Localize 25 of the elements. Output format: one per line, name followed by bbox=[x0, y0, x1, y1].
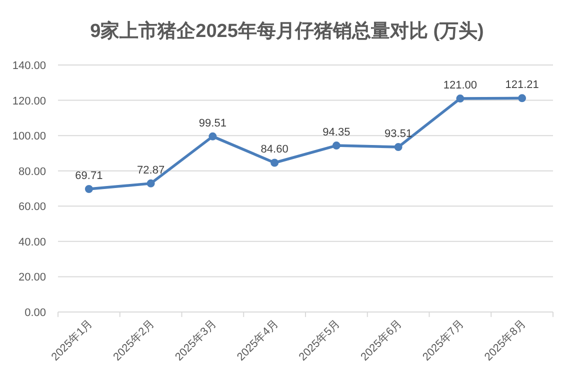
point bbox=[332, 142, 340, 150]
data-label: 93.51 bbox=[384, 128, 412, 140]
y-tick-label: 80.00 bbox=[18, 166, 46, 178]
point bbox=[84, 185, 93, 194]
point bbox=[394, 143, 402, 152]
y-tick-label: 60.00 bbox=[18, 201, 46, 214]
y-tick-label: 100.00 bbox=[12, 130, 46, 143]
y-tick-label: 120.00 bbox=[12, 95, 46, 108]
y-tick-label: 0.00 bbox=[24, 307, 46, 319]
data-label: 121.00 bbox=[443, 80, 478, 92]
point bbox=[518, 94, 526, 102]
data-label: 121.21 bbox=[505, 79, 539, 92]
y-tick-label: 20.00 bbox=[18, 272, 46, 284]
point bbox=[456, 94, 464, 103]
data-label: 72.87 bbox=[137, 164, 165, 176]
point bbox=[208, 132, 217, 140]
data-label: 84.60 bbox=[260, 144, 288, 156]
point bbox=[270, 158, 279, 167]
data-label: 99.51 bbox=[198, 117, 226, 130]
chart-title: 9家上市猪企2025年每月仔猪销总量对比 (万头) bbox=[90, 20, 484, 42]
y-tick-label: 140.00 bbox=[12, 60, 46, 72]
y-tick-label: 40.00 bbox=[18, 236, 46, 248]
point bbox=[146, 179, 155, 188]
data-label: 69.71 bbox=[75, 170, 103, 182]
data-label: 94.35 bbox=[322, 126, 350, 139]
